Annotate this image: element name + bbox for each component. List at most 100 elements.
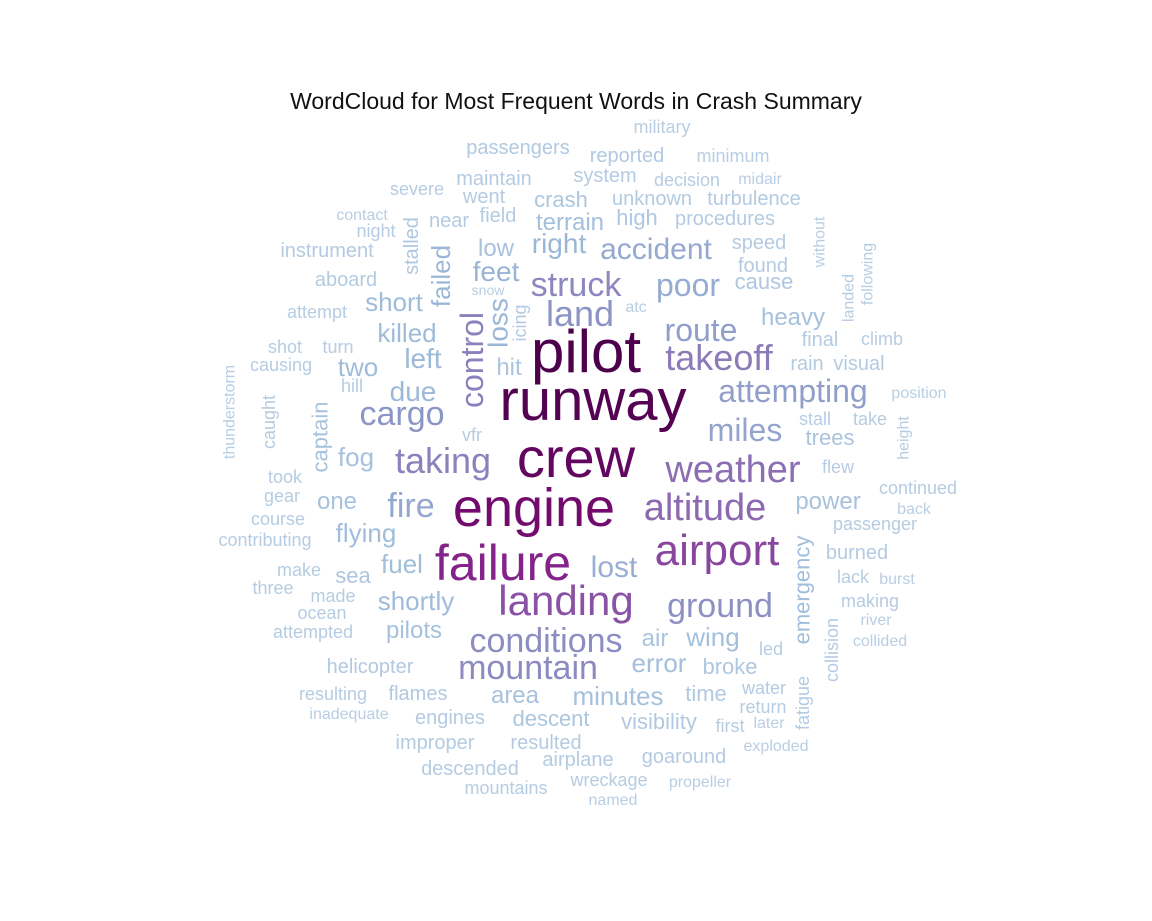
word-field: field <box>480 205 517 227</box>
word-high: high <box>616 205 658 230</box>
word-speed: speed <box>732 232 787 254</box>
word-collided: collided <box>853 633 907 650</box>
word-flames: flames <box>389 683 448 705</box>
word-takeoff: takeoff <box>665 337 773 378</box>
word-sea: sea <box>335 563 371 588</box>
word-captain: captain <box>308 402 333 473</box>
word-minimum: minimum <box>696 146 769 166</box>
word-visual: visual <box>833 353 884 375</box>
word-rain: rain <box>790 353 823 375</box>
word-height: height <box>896 416 913 460</box>
word-without: without <box>812 216 829 268</box>
word-first: first <box>716 716 745 736</box>
word-heavy: heavy <box>761 304 825 331</box>
word-area: area <box>491 682 540 709</box>
word-pilot: pilot <box>531 318 641 385</box>
word-later: later <box>753 715 785 732</box>
word-engines: engines <box>415 707 485 729</box>
word-feet: feet <box>473 256 520 287</box>
word-climb: climb <box>861 329 903 349</box>
word-trees: trees <box>806 425 855 450</box>
word-fire: fire <box>387 487 434 525</box>
word-wreckage: wreckage <box>569 770 647 790</box>
word-shot: shot <box>268 337 302 357</box>
word-near: near <box>429 210 469 232</box>
word-took: took <box>268 467 303 487</box>
word-final: final <box>802 329 839 351</box>
word-exploded: exploded <box>744 738 809 755</box>
word-descended: descended <box>421 758 519 780</box>
word-emergency: emergency <box>790 536 815 645</box>
word-back: back <box>897 501 932 518</box>
word-failure: failure <box>435 535 571 591</box>
word-resulting: resulting <box>299 684 367 704</box>
word-return: return <box>739 697 786 717</box>
word-low: low <box>478 235 515 262</box>
word-cargo: cargo <box>359 395 444 433</box>
word-icing: icing <box>510 304 530 341</box>
word-altitude: altitude <box>644 487 767 529</box>
word-thunderstorm: thunderstorm <box>222 365 239 459</box>
word-pilots: pilots <box>386 617 442 644</box>
word-one: one <box>317 488 357 515</box>
word-poor: poor <box>656 267 720 303</box>
word-lack: lack <box>837 567 870 587</box>
word-water: water <box>741 678 786 698</box>
word-fuel: fuel <box>381 549 423 579</box>
word-flying: flying <box>336 518 397 548</box>
word-attempting: attempting <box>718 373 867 409</box>
word-ground: ground <box>667 587 773 625</box>
word-hill: hill <box>341 376 363 396</box>
word-causing: causing <box>250 355 312 375</box>
word-lost: lost <box>591 551 638 584</box>
word-instrument: instrument <box>280 240 374 262</box>
word-burned: burned <box>826 542 888 564</box>
word-time: time <box>685 681 727 706</box>
word-three: three <box>252 578 293 598</box>
word-unknown: unknown <box>612 188 692 210</box>
word-propeller: propeller <box>669 774 732 791</box>
word-wing: wing <box>685 622 739 652</box>
word-visibility: visibility <box>621 709 697 734</box>
word-route: route <box>665 312 738 348</box>
word-error: error <box>632 648 687 678</box>
word-loss: loss <box>483 298 514 348</box>
word-made: made <box>310 586 355 606</box>
word-conditions: conditions <box>469 622 622 660</box>
word-fog: fog <box>338 442 374 472</box>
word-inadequate: inadequate <box>309 706 388 723</box>
word-system: system <box>573 165 636 187</box>
word-snow: snow <box>472 282 506 298</box>
word-mountain: mountain <box>458 649 598 687</box>
word-fatigue: fatigue <box>793 676 813 730</box>
word-passenger: passenger <box>833 514 917 534</box>
word-struck: struck <box>531 266 623 304</box>
word-take: take <box>853 409 887 429</box>
word-crew: crew <box>517 426 636 489</box>
word-gear: gear <box>264 486 300 506</box>
word-due: due <box>390 376 437 407</box>
word-course: course <box>251 509 305 529</box>
word-control: control <box>454 312 490 408</box>
word-cause: cause <box>735 269 794 294</box>
word-following: following <box>860 243 877 305</box>
word-resulted: resulted <box>510 732 581 754</box>
word-goaround: goaround <box>642 746 727 768</box>
word-shortly: shortly <box>378 586 455 616</box>
word-went: went <box>462 186 506 208</box>
word-mountains: mountains <box>464 778 547 798</box>
word-attempted: attempted <box>273 622 353 642</box>
word-two: two <box>338 352 378 382</box>
word-military: military <box>634 117 691 137</box>
word-burst: burst <box>879 571 915 588</box>
word-named: named <box>589 792 638 809</box>
word-left: left <box>404 343 442 374</box>
word-helicopter: helicopter <box>327 656 414 678</box>
word-weather: weather <box>664 449 801 491</box>
word-river: river <box>860 612 892 629</box>
word-severe: severe <box>390 179 444 199</box>
word-procedures: procedures <box>675 208 775 230</box>
word-short: short <box>365 287 424 317</box>
word-taking: taking <box>395 440 491 481</box>
